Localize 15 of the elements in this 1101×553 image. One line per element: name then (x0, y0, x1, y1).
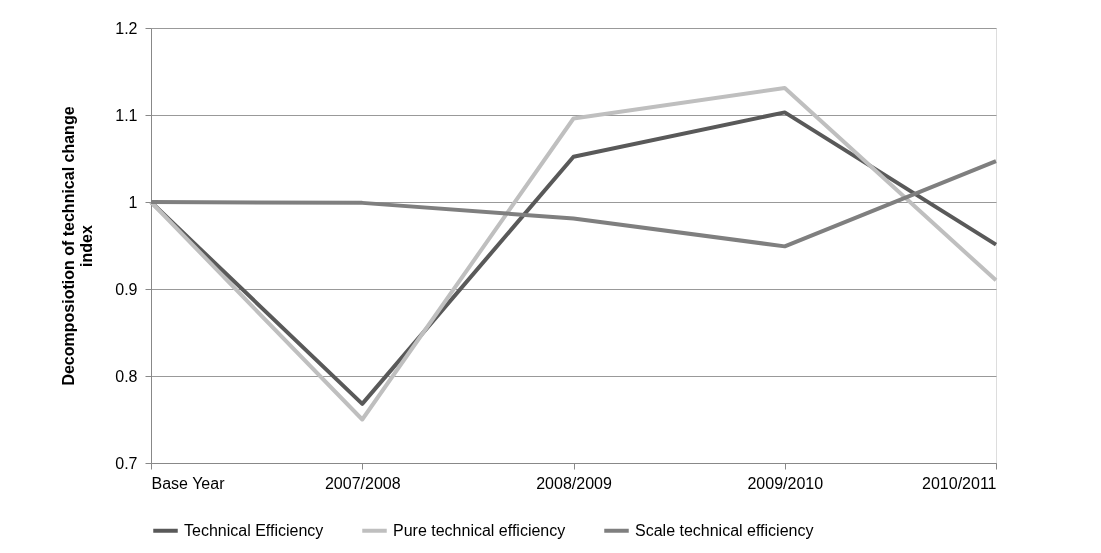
y-tick-label: 0.8 (115, 367, 138, 385)
y-tick-label: 1.1 (115, 106, 138, 124)
x-tick-label: Base Year (151, 474, 226, 492)
y-tick-label: 1.2 (115, 19, 138, 37)
y-tick-label: 0.9 (115, 280, 138, 298)
x-tick-label: 2008/2009 (536, 474, 612, 492)
legend-label: Scale technical efficiency (635, 521, 814, 539)
legend-label: Pure technical efficiency (393, 521, 566, 539)
legend-label: Technical Efficiency (184, 521, 324, 539)
x-tick-label: 2010/2011 (922, 474, 997, 492)
y-axis-title: Decomposiotion of technical change index (60, 106, 96, 386)
y-tick-label: 0.7 (115, 454, 138, 472)
y-tick-label: 1 (128, 193, 138, 211)
x-tick-label: 2007/2008 (324, 474, 401, 492)
x-tick-label: 2009/2010 (747, 474, 824, 492)
